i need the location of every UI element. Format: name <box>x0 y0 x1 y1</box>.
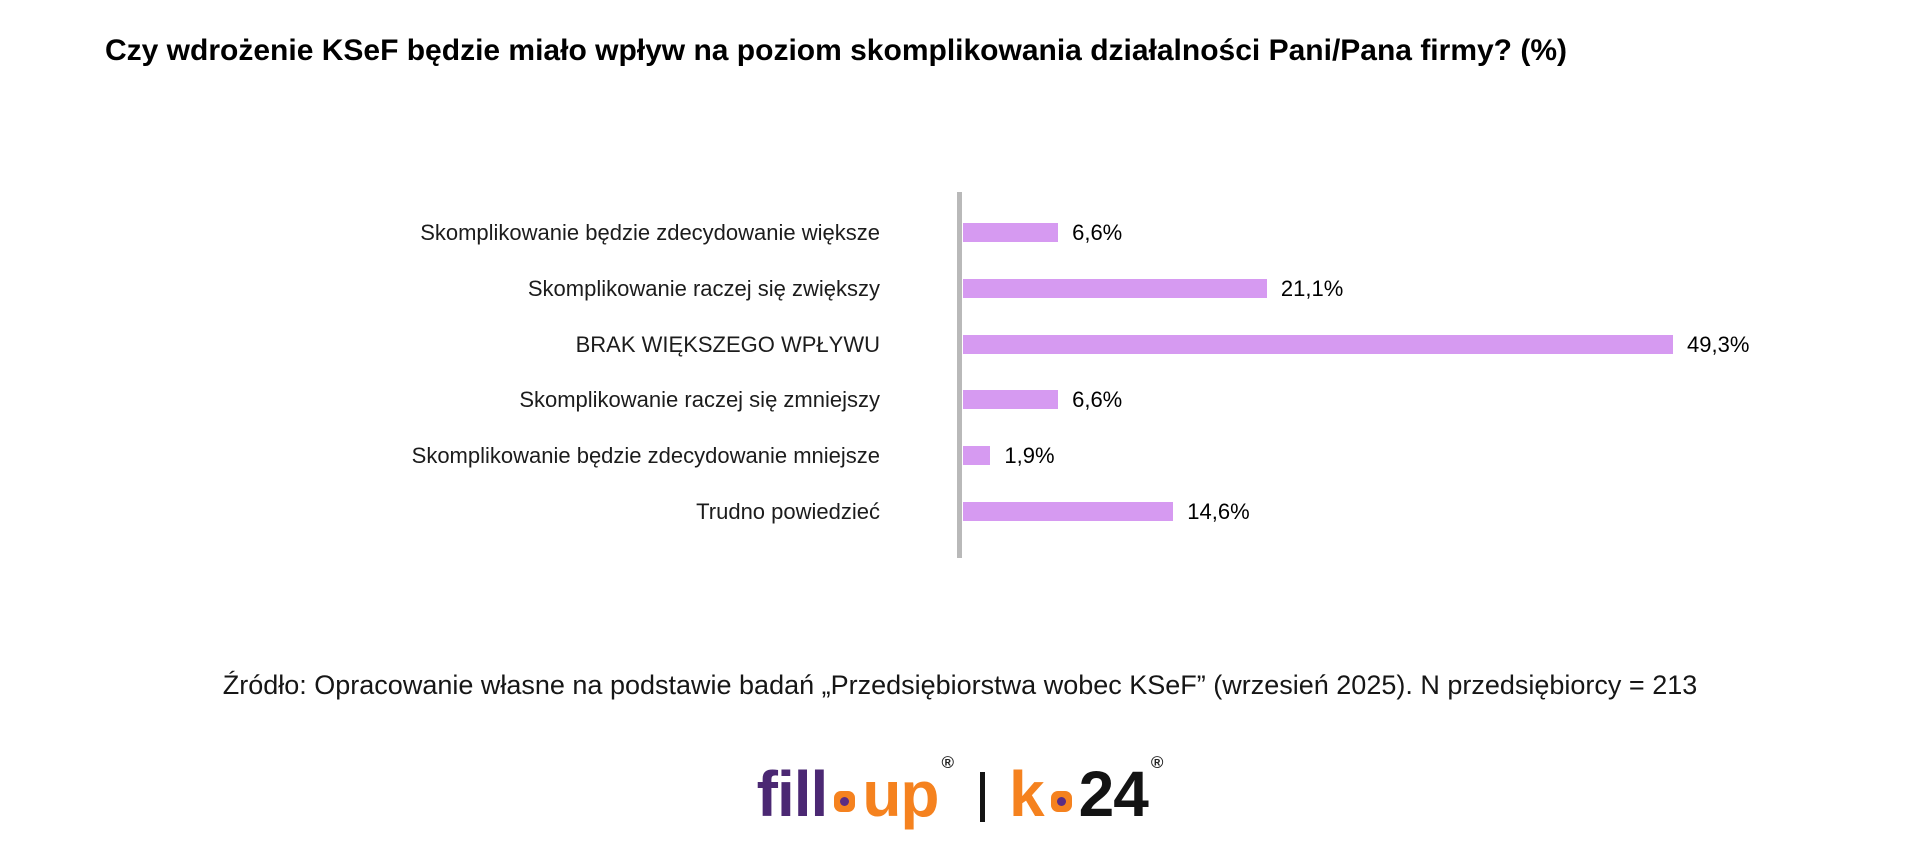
bar <box>963 390 1059 410</box>
value-label: 21,1% <box>1280 275 1344 301</box>
registered-trademark-icon: ® <box>1150 753 1164 772</box>
bar-row: Skomplikowanie będzie zdecydowanie więks… <box>0 205 1920 261</box>
category-label: Skomplikowanie będzie zdecydowanie mniej… <box>411 443 880 469</box>
category-label: Skomplikowanie raczej się zwiększy <box>527 275 880 301</box>
value-label: 6,6% <box>1072 220 1123 245</box>
bar <box>963 502 1174 521</box>
value-label: 14,6% <box>1187 499 1250 524</box>
chart-title: Czy wdrożenie KSeF będzie miało wpływ na… <box>105 34 1567 67</box>
bar-row: Skomplikowanie raczej się zwiększy 21,1% <box>0 261 1920 317</box>
category-label: BRAK WIĘKSZEGO WPŁYWU <box>575 331 880 357</box>
category-label: Skomplikowanie raczej się zmniejszy <box>519 387 880 413</box>
category-label: Skomplikowanie będzie zdecydowanie więks… <box>420 220 880 245</box>
fillup-logo-fill-text: fill <box>756 758 829 830</box>
source-note: Źródło: Opracowanie własne na podstawie … <box>222 670 1698 700</box>
category-axis-line <box>957 192 962 558</box>
fillup-logo-up-text: up <box>862 758 939 830</box>
bar-row: Trudno powiedzieć 14,6% <box>0 484 1920 540</box>
logo-separator <box>980 772 986 822</box>
k24-logo-dot-icon <box>1050 790 1072 812</box>
value-label: 49,3% <box>1687 331 1750 357</box>
bar-chart: Skomplikowanie będzie zdecydowanie więks… <box>0 192 1920 558</box>
bar-row: Skomplikowanie będzie zdecydowanie mniej… <box>0 428 1920 484</box>
bar <box>963 446 991 466</box>
fillup-logo-dot-icon <box>834 790 856 812</box>
bar <box>963 223 1059 242</box>
k24-logo-24-text: 24 <box>1078 758 1149 830</box>
bar-row: Skomplikowanie raczej się zmniejszy 6,6% <box>0 372 1920 428</box>
category-label: Trudno powiedzieć <box>696 499 880 524</box>
brand-logos: fill up ® k 24 ® <box>0 750 1920 838</box>
value-label: 1,9% <box>1004 443 1055 469</box>
value-label: 6,6% <box>1072 387 1123 413</box>
bar <box>963 278 1267 298</box>
bar-row: BRAK WIĘKSZEGO WPŁYWU 49,3% <box>0 317 1920 373</box>
bar <box>963 334 1673 354</box>
k24-logo-k-text: k <box>1009 758 1045 830</box>
registered-trademark-icon: ® <box>941 753 955 772</box>
